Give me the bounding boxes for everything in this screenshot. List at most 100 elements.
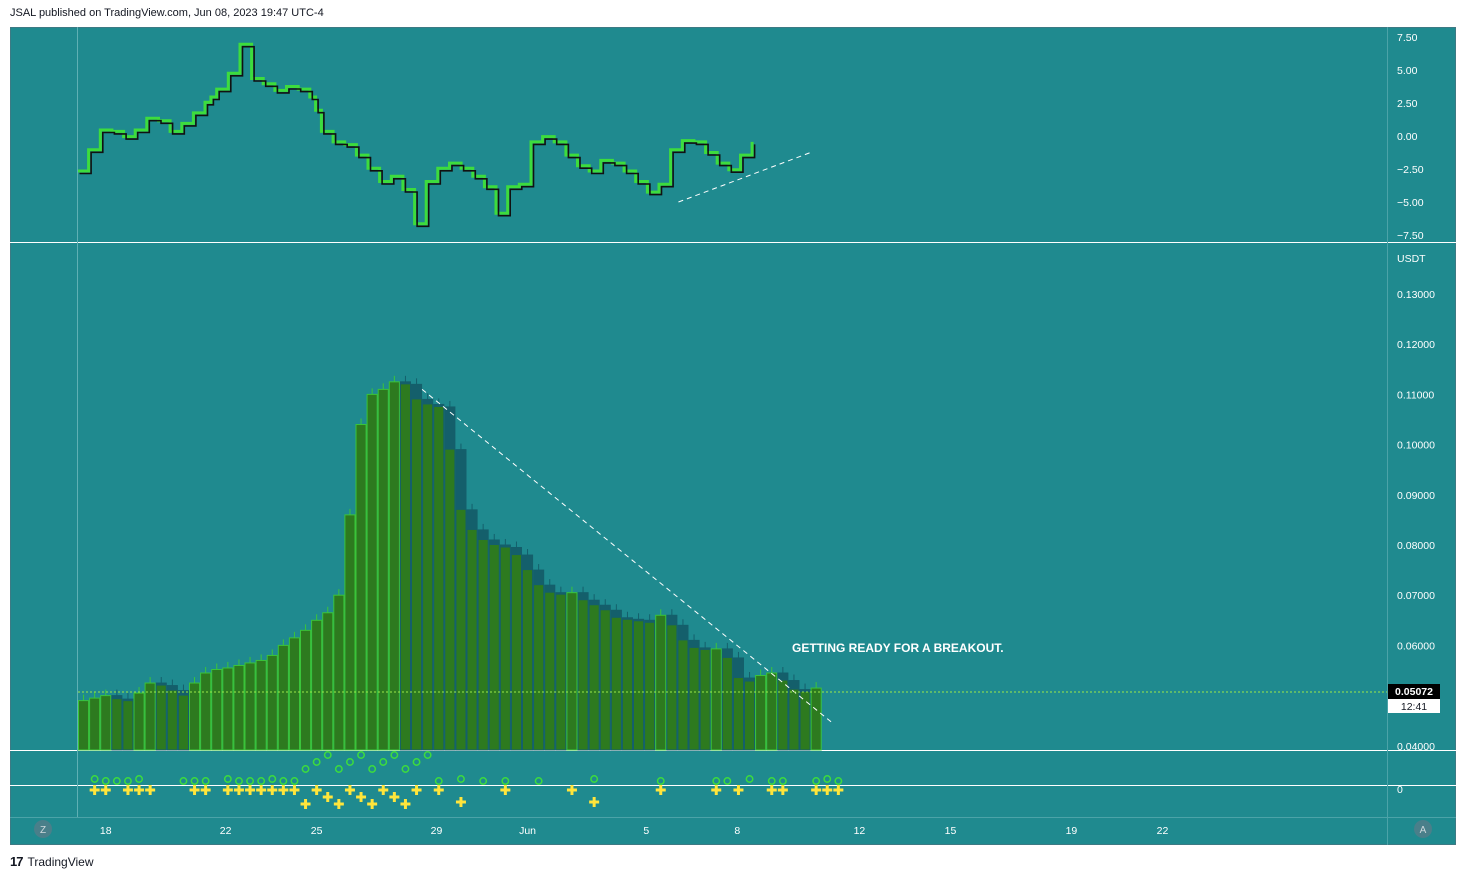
candle-bar[interactable] — [721, 648, 733, 751]
green-circle-marker[interactable] — [90, 775, 99, 783]
candle-bar[interactable] — [499, 544, 511, 751]
green-circle-marker[interactable] — [423, 751, 432, 759]
candle-bar[interactable] — [144, 682, 156, 751]
yellow-cross-marker[interactable] — [367, 799, 378, 809]
candle-bar[interactable] — [577, 592, 589, 751]
green-circle-marker[interactable] — [190, 777, 199, 785]
yellow-cross-marker[interactable] — [311, 785, 322, 795]
candle-bar[interactable] — [755, 675, 767, 751]
candle-bar[interactable] — [211, 668, 223, 751]
yellow-cross-marker[interactable] — [344, 785, 355, 795]
green-circle-marker[interactable] — [124, 777, 132, 785]
candle-bar[interactable] — [388, 381, 400, 751]
candle-bar[interactable] — [477, 529, 489, 751]
yellow-cross-marker[interactable] — [566, 785, 577, 795]
green-circle-marker[interactable] — [112, 777, 121, 785]
green-circle-marker[interactable] — [257, 777, 266, 785]
green-circle-marker[interactable] — [534, 777, 543, 785]
green-circle-marker[interactable] — [457, 775, 465, 783]
yellow-cross-marker[interactable] — [822, 785, 833, 795]
candle-bar[interactable] — [322, 612, 334, 751]
candle-bar[interactable] — [422, 398, 434, 751]
candle-bar[interactable] — [621, 617, 634, 751]
candle-bar[interactable] — [433, 403, 445, 751]
yellow-cross-marker[interactable] — [356, 792, 367, 802]
green-circle-marker[interactable] — [246, 777, 255, 785]
green-circle-marker[interactable] — [767, 777, 776, 785]
yellow-cross-marker[interactable] — [411, 785, 422, 795]
green-circle-marker[interactable] — [590, 775, 599, 783]
candle-bar[interactable] — [533, 569, 545, 751]
green-circle-marker[interactable] — [101, 777, 110, 785]
green-circle-marker[interactable] — [745, 775, 754, 783]
candle-bar[interactable] — [810, 687, 822, 751]
yellow-cross-marker[interactable] — [777, 785, 788, 795]
candle-bar[interactable] — [744, 677, 756, 751]
yellow-cross-marker[interactable] — [300, 799, 311, 809]
yellow-cross-marker[interactable] — [134, 785, 145, 795]
yellow-cross-marker[interactable] — [711, 785, 722, 795]
green-circle-marker[interactable] — [201, 777, 210, 785]
green-circle-marker[interactable] — [712, 777, 721, 785]
candle-bar[interactable] — [788, 680, 800, 751]
candle-bar[interactable] — [566, 592, 578, 751]
green-circle-marker[interactable] — [357, 751, 365, 759]
oscillator-pane[interactable] — [77, 42, 813, 228]
candle-bar[interactable] — [366, 393, 378, 751]
candle-bar[interactable] — [633, 618, 645, 751]
green-circle-marker[interactable] — [223, 775, 232, 783]
candle-bar[interactable] — [344, 514, 356, 751]
yellow-cross-marker[interactable] — [189, 785, 200, 795]
candle-bar[interactable] — [655, 614, 667, 751]
yellow-cross-marker[interactable] — [733, 785, 744, 795]
candle-bar[interactable] — [111, 695, 123, 751]
yellow-cross-marker[interactable] — [433, 785, 444, 795]
candle-bar[interactable] — [444, 406, 456, 751]
green-circle-marker[interactable] — [268, 775, 277, 783]
candle-bar[interactable] — [766, 672, 778, 751]
green-circle-marker[interactable] — [390, 751, 399, 759]
candle-bar[interactable] — [599, 604, 611, 751]
candle-bar[interactable] — [177, 690, 189, 751]
candle-bar[interactable] — [311, 619, 323, 751]
candle-bar[interactable] — [644, 619, 656, 751]
green-circle-marker[interactable] — [346, 758, 354, 766]
price-pane[interactable] — [78, 375, 1387, 751]
candle-bar[interactable] — [233, 664, 245, 751]
candle-bar[interactable] — [244, 662, 256, 751]
auto-scale-button[interactable]: A — [1414, 820, 1432, 838]
green-circle-marker[interactable] — [235, 777, 243, 785]
green-circle-marker[interactable] — [290, 777, 299, 785]
yellow-cross-marker[interactable] — [222, 785, 233, 795]
green-circle-marker[interactable] — [179, 777, 188, 785]
yellow-cross-marker[interactable] — [200, 785, 211, 795]
candle-bar[interactable] — [300, 629, 312, 751]
green-circle-marker[interactable] — [379, 758, 388, 766]
candle-bar[interactable] — [266, 654, 278, 751]
green-circle-marker[interactable] — [501, 777, 510, 785]
candle-bar[interactable] — [510, 547, 522, 751]
timezone-button[interactable]: Z — [34, 820, 52, 838]
candle-bar[interactable] — [688, 639, 700, 751]
yellow-cross-marker[interactable] — [500, 785, 511, 795]
time-axis[interactable]: 18 22 25 29 Jun 5 8 12 15 19 22 — [100, 825, 1169, 837]
candle-bar[interactable] — [355, 424, 367, 751]
candle-bar[interactable] — [677, 624, 689, 751]
candle-bar[interactable] — [200, 672, 212, 751]
candle-bar[interactable] — [155, 682, 167, 751]
yellow-cross-marker[interactable] — [389, 792, 400, 802]
yellow-cross-marker[interactable] — [655, 785, 666, 795]
candle-bar[interactable] — [544, 584, 556, 751]
candle-bar[interactable] — [288, 637, 300, 751]
yellow-cross-marker[interactable] — [89, 785, 100, 795]
yellow-cross-marker[interactable] — [322, 792, 333, 802]
candle-bar[interactable] — [610, 609, 622, 751]
candle-bar[interactable] — [466, 509, 478, 751]
candle-bar[interactable] — [799, 689, 811, 751]
candle-bar[interactable] — [555, 592, 567, 751]
yellow-cross-marker[interactable] — [122, 785, 133, 795]
yellow-cross-marker[interactable] — [833, 785, 844, 795]
candle-bar[interactable] — [399, 381, 411, 751]
candle-bar[interactable] — [488, 539, 500, 751]
green-circle-marker[interactable] — [412, 758, 421, 766]
